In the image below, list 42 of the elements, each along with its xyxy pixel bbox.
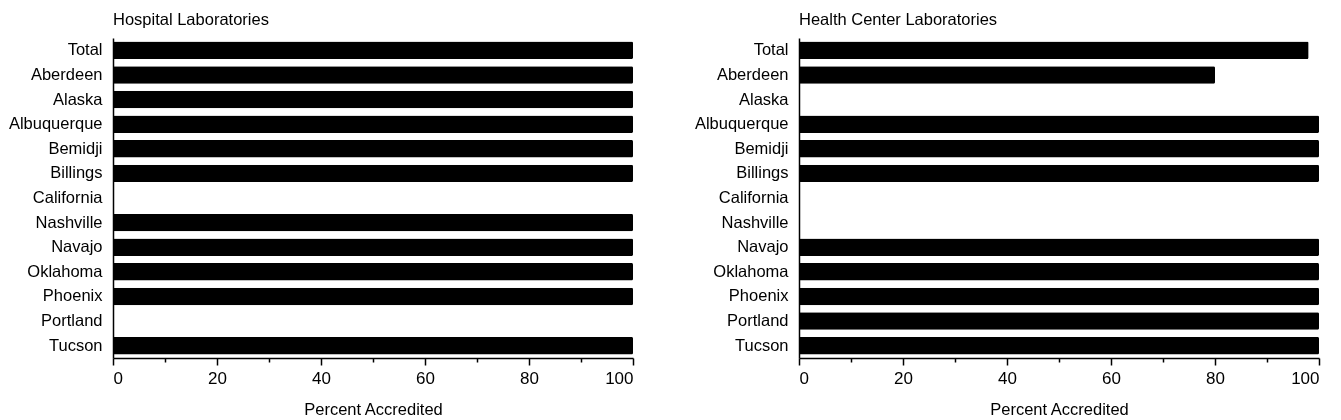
- x-tick-label: 40: [998, 368, 1017, 388]
- y-tick-label: Phoenix: [728, 286, 790, 305]
- x-tick-label: 60: [416, 368, 435, 388]
- x-tick-label: 100: [605, 368, 634, 388]
- y-tick-label: Total: [753, 40, 789, 59]
- x-tick-label: 100: [1291, 368, 1320, 388]
- x-tick-label: 20: [894, 368, 913, 388]
- y-tick-label: Portland: [727, 311, 789, 330]
- y-tick-label: Phoenix: [42, 286, 104, 305]
- x-tick-label: 80: [520, 368, 539, 388]
- y-tick-label: Bemidji: [48, 138, 103, 157]
- y-tick-label: Oklahoma: [713, 261, 790, 280]
- x-tick-label: 40: [312, 368, 331, 388]
- y-tick-label: Albuquerque: [8, 114, 103, 133]
- chart-title: Health Center Laboratories: [799, 9, 998, 28]
- x-tick-label: 20: [208, 368, 227, 388]
- y-tick-label: California: [718, 188, 790, 206]
- y-tick-label: Navajo: [737, 237, 789, 256]
- y-tick-label: Total: [67, 40, 103, 59]
- y-tick-label: Nashville: [35, 212, 103, 231]
- y-tick-label: Portland: [41, 311, 103, 330]
- x-tick-label: 80: [1206, 368, 1225, 388]
- y-tick-label: Alaska: [738, 89, 790, 108]
- x-axis-title: Percent Accredited: [990, 399, 1129, 418]
- y-tick-label: Aberdeen: [716, 64, 789, 83]
- y-tick-label: Tucson: [735, 335, 789, 354]
- y-tick-label: Billings: [50, 163, 103, 182]
- y-tick-label: Albuquerque: [694, 114, 789, 133]
- x-tick-label: 0: [113, 368, 123, 388]
- y-tick-label: Oklahoma: [27, 261, 104, 280]
- x-tick-label: 60: [1102, 368, 1121, 388]
- y-tick-label: Billings: [736, 163, 789, 182]
- y-tick-label: California: [32, 188, 104, 206]
- x-tick-label: 0: [799, 368, 809, 388]
- y-tick-label: Tucson: [49, 335, 103, 354]
- x-axis-title: Percent Accredited: [304, 399, 443, 418]
- y-tick-label: Bemidji: [734, 138, 789, 157]
- y-tick-label: Alaska: [52, 89, 104, 108]
- chart-title: Hospital Laboratories: [113, 9, 269, 28]
- y-tick-label: Nashville: [721, 212, 789, 231]
- y-tick-label: Navajo: [51, 237, 103, 256]
- y-tick-label: Aberdeen: [30, 64, 103, 83]
